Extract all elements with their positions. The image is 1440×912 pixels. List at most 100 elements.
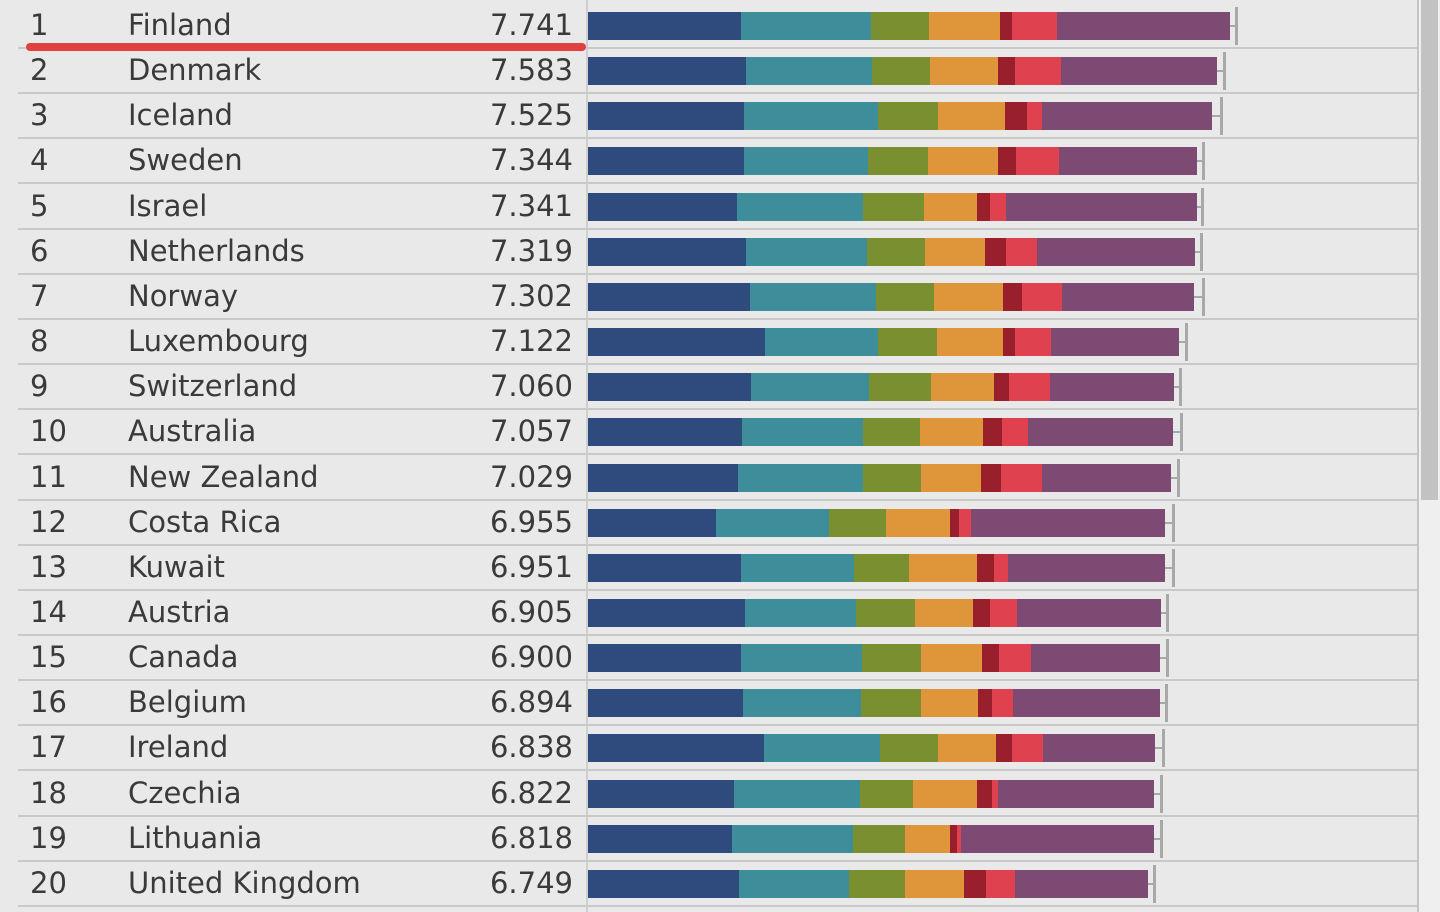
table-row[interactable]: 12 Costa Rica 6.955	[18, 501, 1418, 546]
bar-segment-dystopia-residual[interactable]	[1041, 102, 1213, 131]
bar-segment-freedom[interactable]	[908, 553, 978, 582]
table-row[interactable]: 17 Ireland 6.838	[18, 726, 1418, 772]
bar-segment-freedom[interactable]	[928, 12, 1001, 40]
bar-segment-generosity[interactable]	[985, 237, 1007, 266]
bar-segment-freedom[interactable]	[904, 824, 951, 853]
bar-segment-social-support[interactable]	[740, 644, 863, 673]
bar-segment-freedom[interactable]	[921, 463, 982, 492]
table-row[interactable]: 3 Iceland 7.525	[18, 94, 1418, 140]
bar-segment-dystopia-residual[interactable]	[1031, 644, 1161, 673]
table-row[interactable]: 9 Switzerland 7.060	[18, 365, 1418, 411]
bar-segment-gdp-per-capita[interactable]	[588, 237, 747, 266]
bar-segment-perceptions-of-corruption[interactable]	[1015, 147, 1060, 176]
bar-segment-perceptions-of-corruption[interactable]	[1021, 282, 1063, 311]
bar-segment-healthy-life-expectancy[interactable]	[848, 869, 906, 898]
bar-segment-freedom[interactable]	[912, 779, 978, 808]
bar-segment-perceptions-of-corruption[interactable]	[958, 508, 972, 537]
bar-segment-healthy-life-expectancy[interactable]	[862, 418, 921, 447]
table-row[interactable]: 4 Sweden 7.344	[18, 139, 1418, 185]
bar-segment-social-support[interactable]	[738, 463, 864, 492]
bar-segment-perceptions-of-corruption[interactable]	[992, 689, 1014, 718]
scrollbar-thumb[interactable]	[1421, 0, 1438, 500]
bar-segment-healthy-life-expectancy[interactable]	[877, 102, 938, 131]
bar-segment-healthy-life-expectancy[interactable]	[859, 779, 914, 808]
bar-segment-healthy-life-expectancy[interactable]	[871, 12, 930, 40]
table-row[interactable]: 19 Lithuania 6.818	[18, 817, 1418, 862]
bar-segment-social-support[interactable]	[764, 734, 881, 763]
bar-segment-dystopia-residual[interactable]	[970, 508, 1166, 537]
bar-segment-dystopia-residual[interactable]	[1012, 689, 1160, 718]
bar-segment-generosity[interactable]	[982, 418, 1002, 447]
bar-segment-gdp-per-capita[interactable]	[588, 869, 740, 898]
table-row[interactable]: 7 Norway 7.302	[18, 275, 1418, 320]
table-row[interactable]: 5 Israel 7.341	[18, 185, 1418, 230]
bar-segment-generosity[interactable]	[995, 734, 1013, 763]
bar-segment-healthy-life-expectancy[interactable]	[863, 463, 922, 492]
table-row[interactable]: 6 Netherlands 7.319	[18, 230, 1418, 275]
bar-segment-gdp-per-capita[interactable]	[588, 553, 742, 582]
bar-segment-generosity[interactable]	[950, 824, 958, 853]
bar-segment-healthy-life-expectancy[interactable]	[862, 192, 925, 221]
bar-segment-freedom[interactable]	[933, 282, 1004, 311]
bar-segment-gdp-per-capita[interactable]	[588, 418, 743, 447]
bar-segment-healthy-life-expectancy[interactable]	[868, 147, 929, 176]
bar-segment-freedom[interactable]	[904, 869, 965, 898]
bar-segment-freedom[interactable]	[937, 102, 1006, 131]
bar-segment-perceptions-of-corruption[interactable]	[990, 598, 1018, 627]
bar-segment-social-support[interactable]	[740, 12, 872, 40]
bar-segment-generosity[interactable]	[977, 192, 991, 221]
bar-segment-dystopia-residual[interactable]	[1059, 147, 1198, 176]
bar-segment-generosity[interactable]	[1003, 282, 1023, 311]
bar-segment-gdp-per-capita[interactable]	[588, 373, 752, 402]
bar-segment-generosity[interactable]	[1000, 12, 1013, 40]
bar-segment-gdp-per-capita[interactable]	[588, 12, 742, 40]
bar-segment-gdp-per-capita[interactable]	[588, 282, 751, 311]
bar-segment-social-support[interactable]	[741, 418, 864, 447]
table-row[interactable]: 11 New Zealand 7.029	[18, 456, 1418, 501]
bar-segment-gdp-per-capita[interactable]	[588, 147, 745, 176]
bar-segment-social-support[interactable]	[745, 237, 868, 266]
bar-segment-social-support[interactable]	[739, 869, 850, 898]
bar-segment-healthy-life-expectancy[interactable]	[855, 598, 916, 627]
bar-segment-gdp-per-capita[interactable]	[588, 192, 738, 221]
bar-segment-gdp-per-capita[interactable]	[588, 463, 739, 492]
bar-segment-social-support[interactable]	[742, 689, 862, 718]
bar-segment-social-support[interactable]	[737, 192, 864, 221]
bar-segment-generosity[interactable]	[1002, 328, 1016, 357]
bar-segment-dystopia-residual[interactable]	[1015, 869, 1148, 898]
bar-segment-healthy-life-expectancy[interactable]	[861, 644, 922, 673]
bar-segment-gdp-per-capita[interactable]	[588, 779, 735, 808]
table-row[interactable]: 18 Czechia 6.822	[18, 772, 1418, 817]
bar-segment-generosity[interactable]	[977, 553, 995, 582]
bar-segment-perceptions-of-corruption[interactable]	[1001, 418, 1029, 447]
bar-segment-healthy-life-expectancy[interactable]	[866, 237, 926, 266]
bar-segment-perceptions-of-corruption[interactable]	[999, 644, 1032, 673]
bar-segment-dystopia-residual[interactable]	[1061, 282, 1194, 311]
table-row[interactable]: 8 Luxembourg 7.122	[18, 320, 1418, 366]
bar-segment-social-support[interactable]	[743, 102, 879, 131]
table-row[interactable]: 10 Australia 7.057	[18, 410, 1418, 456]
bar-segment-social-support[interactable]	[749, 282, 877, 311]
bar-segment-freedom[interactable]	[914, 598, 974, 627]
bar-segment-dystopia-residual[interactable]	[1006, 192, 1198, 221]
bar-segment-social-support[interactable]	[715, 508, 830, 537]
bar-segment-generosity[interactable]	[994, 373, 1010, 402]
bar-segment-social-support[interactable]	[744, 598, 857, 627]
bar-segment-gdp-per-capita[interactable]	[588, 689, 744, 718]
bar-segment-generosity[interactable]	[981, 644, 1000, 673]
table-row[interactable]: 14 Austria 6.905	[18, 591, 1418, 636]
table-row[interactable]: 16 Belgium 6.894	[18, 681, 1418, 727]
bar-segment-dystopia-residual[interactable]	[1043, 734, 1156, 763]
bar-segment-perceptions-of-corruption[interactable]	[992, 779, 999, 808]
bar-segment-freedom[interactable]	[937, 734, 997, 763]
bar-segment-healthy-life-expectancy[interactable]	[872, 57, 931, 86]
bar-segment-dystopia-residual[interactable]	[1050, 328, 1179, 357]
bar-segment-social-support[interactable]	[765, 328, 879, 357]
bar-segment-gdp-per-capita[interactable]	[588, 734, 765, 763]
bar-segment-perceptions-of-corruption[interactable]	[1001, 463, 1043, 492]
bar-segment-gdp-per-capita[interactable]	[588, 57, 747, 86]
bar-segment-healthy-life-expectancy[interactable]	[869, 373, 932, 402]
bar-segment-social-support[interactable]	[751, 373, 870, 402]
table-row[interactable]: 1 Finland 7.741	[18, 4, 1418, 49]
bar-segment-dystopia-residual[interactable]	[998, 779, 1155, 808]
